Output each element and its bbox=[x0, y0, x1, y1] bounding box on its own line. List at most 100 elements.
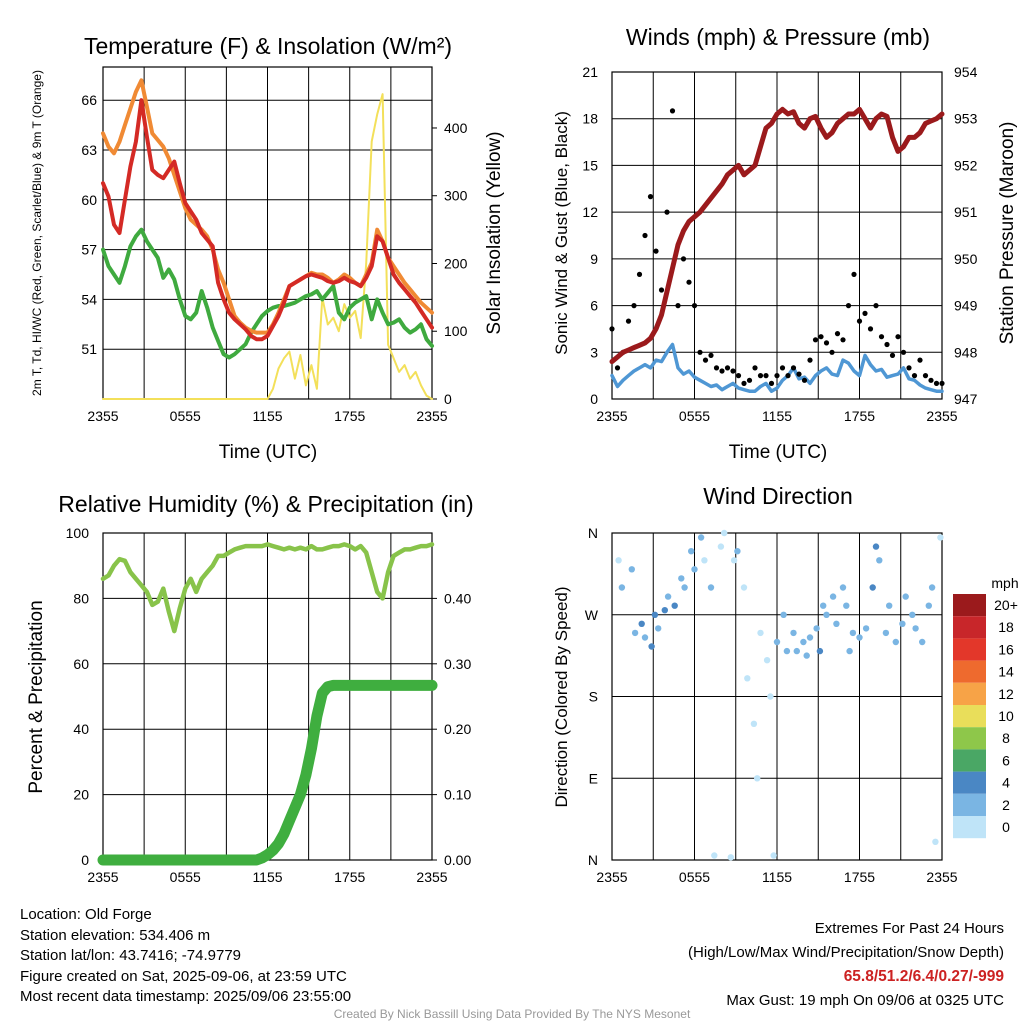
y2-tick-label: 950 bbox=[954, 251, 978, 267]
gust-point bbox=[702, 357, 709, 363]
y-tick-label: 51 bbox=[81, 341, 97, 357]
direction-point bbox=[820, 602, 827, 609]
gust-point bbox=[845, 303, 852, 309]
y2-tick-label: 948 bbox=[954, 344, 978, 360]
location-text: Location: Old Forge bbox=[20, 906, 152, 923]
gust-point bbox=[774, 373, 780, 379]
direction-point bbox=[872, 543, 880, 550]
y2-tick-label: 953 bbox=[954, 111, 978, 127]
direction-point bbox=[780, 611, 787, 618]
x-tick-label: 2355 bbox=[926, 408, 957, 424]
gust-point bbox=[719, 368, 725, 374]
gust-point bbox=[730, 368, 736, 374]
direction-point bbox=[615, 557, 622, 564]
y2-tick-label: 952 bbox=[954, 157, 978, 173]
direction-point bbox=[618, 584, 626, 591]
gust-point bbox=[669, 108, 676, 114]
y-tick-label: 6 bbox=[590, 298, 598, 314]
direction-point bbox=[651, 611, 659, 618]
gust-point bbox=[911, 373, 918, 379]
legend-label: 2 bbox=[1002, 797, 1010, 813]
direction-point bbox=[816, 647, 824, 655]
y-tick-label: N bbox=[588, 525, 598, 541]
direction-point bbox=[671, 602, 678, 609]
direction-point bbox=[909, 611, 916, 618]
direction-point bbox=[757, 629, 764, 637]
gust-point bbox=[812, 337, 819, 343]
direction-point bbox=[754, 775, 761, 782]
y2-tick-label: 0.40 bbox=[444, 590, 471, 606]
direction-point bbox=[928, 584, 936, 591]
direction-point bbox=[697, 534, 705, 541]
direction-point bbox=[902, 593, 909, 600]
y-tick-label: 9 bbox=[590, 251, 598, 267]
series-station-pressure bbox=[609, 106, 945, 365]
gust-point bbox=[922, 373, 929, 379]
series-dewpoint bbox=[101, 227, 434, 360]
direction-point bbox=[638, 620, 645, 627]
direction-point bbox=[846, 647, 853, 655]
direction-point bbox=[655, 625, 662, 632]
gust-point bbox=[713, 365, 720, 371]
y2-tick-label: 951 bbox=[954, 204, 978, 220]
gust-point bbox=[829, 349, 835, 355]
legend-swatch bbox=[953, 816, 986, 839]
y-tick-label: 80 bbox=[73, 590, 89, 606]
station-info: Location: Old Forge Station elevation: 5… bbox=[20, 905, 351, 1008]
gust-point bbox=[768, 380, 775, 386]
y2-tick-label: 400 bbox=[444, 120, 468, 136]
plot-panel-4 bbox=[611, 532, 943, 861]
direction-point bbox=[813, 625, 820, 632]
direction-point bbox=[691, 566, 698, 573]
direction-point bbox=[767, 693, 774, 700]
x-tick-label: 2355 bbox=[416, 869, 447, 885]
y-tick-label: 54 bbox=[81, 291, 97, 307]
x-tick-label: 0555 bbox=[170, 408, 201, 424]
direction-point bbox=[648, 643, 655, 650]
gust-point bbox=[691, 303, 698, 309]
direction-point bbox=[750, 720, 758, 727]
x-axis-label: Time (UTC) bbox=[219, 442, 318, 463]
y-tick-label: 63 bbox=[81, 142, 97, 158]
x-tick-label: 1155 bbox=[252, 408, 282, 424]
gust-point bbox=[636, 271, 643, 277]
extremes-values: 65.8/51.2/6.4/0.27/-999 bbox=[843, 968, 1004, 985]
y-tick-label: 3 bbox=[590, 344, 598, 360]
gust-point bbox=[675, 303, 681, 309]
gust-point bbox=[906, 365, 912, 371]
legend-swatch bbox=[953, 682, 986, 705]
gust-point bbox=[746, 377, 753, 383]
direction-point bbox=[793, 647, 800, 655]
x-tick-label: 1755 bbox=[844, 869, 875, 885]
x-tick-label: 1155 bbox=[762, 408, 792, 424]
direction-point bbox=[664, 593, 672, 600]
y-tick-label: E bbox=[589, 770, 598, 786]
direction-point bbox=[833, 620, 840, 627]
direction-point bbox=[721, 529, 728, 537]
gust-point bbox=[647, 194, 654, 200]
gust-point bbox=[724, 365, 731, 371]
gust-point bbox=[939, 380, 945, 386]
gust-point bbox=[928, 377, 934, 383]
gust-point bbox=[631, 303, 637, 309]
y-axis-label: Direction (Colored By Speed) bbox=[552, 586, 571, 807]
gust-point bbox=[823, 340, 830, 346]
chart-title: Relative Humidity (%) & Precipitation (i… bbox=[58, 491, 473, 517]
x-tick-label: 1755 bbox=[844, 408, 875, 424]
direction-point bbox=[790, 629, 797, 637]
gust-point bbox=[933, 380, 940, 386]
recent-text: Most recent data timestamp: 2025/09/06 2… bbox=[20, 988, 352, 1005]
extremes-title: Extremes For Past 24 Hours bbox=[814, 920, 1004, 937]
y-tick-label: 60 bbox=[81, 192, 97, 208]
x-tick-label: 2355 bbox=[87, 869, 118, 885]
y2-tick-label: 949 bbox=[954, 298, 978, 314]
series-2m-temp bbox=[101, 98, 434, 342]
y2-tick-label: 947 bbox=[954, 391, 978, 407]
x-tick-label: 1155 bbox=[252, 869, 282, 885]
series-precipitation bbox=[97, 679, 438, 866]
gust-point bbox=[785, 373, 791, 379]
y-axis-label: Sonic Wind & Gust (Blue, Black) bbox=[552, 111, 571, 355]
y2-axis-label: Station Pressure (Maroon) bbox=[997, 122, 1018, 345]
gust-point bbox=[763, 373, 769, 379]
